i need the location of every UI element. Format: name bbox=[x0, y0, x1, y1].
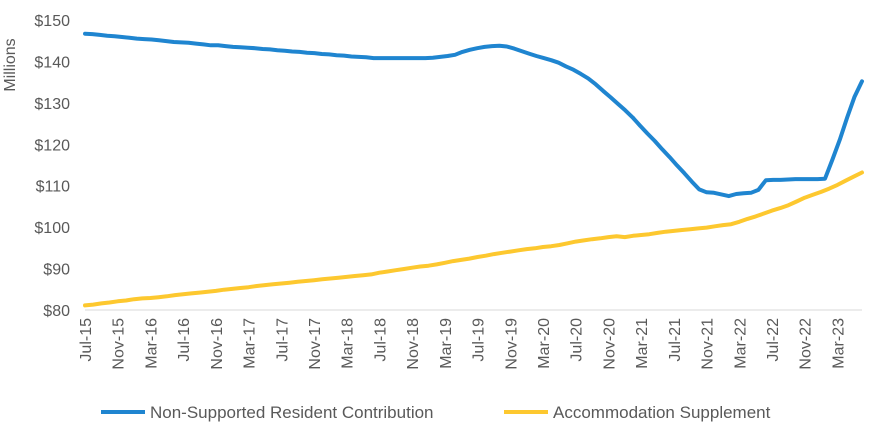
x-tick-label: Jul-15 bbox=[78, 318, 95, 362]
y-axis: $80 $90 $100 $110 $120 $130 $140 $150 bbox=[34, 13, 70, 320]
x-tick-label: Mar-22 bbox=[732, 318, 749, 369]
y-tick-label: $150 bbox=[34, 13, 70, 30]
x-tick-label: Nov-21 bbox=[700, 318, 717, 370]
x-tick-label: Nov-16 bbox=[209, 318, 226, 370]
x-tick-label: Jul-20 bbox=[569, 318, 586, 362]
x-tick-label: Jul-18 bbox=[372, 318, 389, 362]
x-tick-label: Jul-22 bbox=[765, 318, 782, 362]
x-tick-label: Mar-23 bbox=[830, 318, 847, 369]
series-line-nsrc bbox=[83, 31, 864, 199]
legend: Non-Supported Resident Contribution Acco… bbox=[101, 403, 771, 422]
x-tick-label: Jul-21 bbox=[667, 318, 684, 362]
legend-label-accommodation: Accommodation Supplement bbox=[553, 403, 771, 422]
x-tick-label: Jul-17 bbox=[274, 318, 291, 362]
y-tick-label: $100 bbox=[34, 220, 70, 237]
x-tick-label: Jul-19 bbox=[471, 318, 488, 362]
y-tick-label: $110 bbox=[36, 179, 71, 196]
x-tick-label: Mar-16 bbox=[143, 318, 160, 369]
x-tick-label: Nov-15 bbox=[111, 318, 128, 370]
x-tick-label: Mar-17 bbox=[242, 318, 259, 369]
legend-label-nsrc: Non-Supported Resident Contribution bbox=[150, 403, 434, 422]
y-tick-label: $120 bbox=[34, 137, 70, 154]
x-tick-label: Nov-17 bbox=[307, 318, 324, 370]
x-tick-label: Mar-21 bbox=[634, 318, 651, 369]
series-group bbox=[83, 31, 864, 308]
y-tick-label: $140 bbox=[34, 54, 70, 71]
y-tick-label: $80 bbox=[43, 303, 70, 320]
series-line-accommodation bbox=[83, 170, 864, 308]
x-tick-label: Mar-19 bbox=[438, 318, 455, 369]
x-tick-label: Nov-22 bbox=[798, 318, 815, 370]
y-tick-label: $90 bbox=[43, 262, 70, 279]
y-tick-label: $130 bbox=[34, 96, 70, 113]
x-tick-label: Mar-18 bbox=[340, 318, 357, 369]
x-tick-label: Jul-16 bbox=[176, 318, 193, 362]
x-axis: Jul-15 Nov-15 Mar-16 Jul-16 Nov-16 Mar-17 Jul-… bbox=[78, 318, 847, 370]
y-axis-label: Millions bbox=[2, 38, 19, 91]
x-tick-label: Mar-20 bbox=[536, 318, 553, 369]
x-tick-label: Nov-18 bbox=[405, 318, 422, 370]
x-tick-label: Nov-20 bbox=[601, 318, 618, 370]
x-tick-label: Nov-19 bbox=[503, 318, 520, 370]
